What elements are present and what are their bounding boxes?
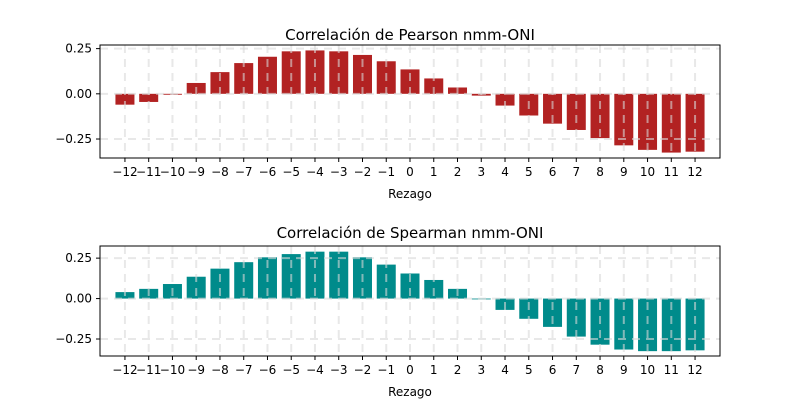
x-tick-label: 5 <box>525 165 533 179</box>
x-tick-label: 12 <box>687 363 702 377</box>
x-tick-label: 2 <box>454 363 462 377</box>
chart-title: Correlación de Spearman nmm-ONI <box>277 224 544 242</box>
x-axis-label: Rezago <box>388 385 432 399</box>
x-tick-label: −8 <box>211 165 229 179</box>
bar <box>329 51 349 94</box>
bar <box>186 276 206 299</box>
bar-series <box>115 50 705 153</box>
bar <box>566 93 586 130</box>
x-tick-label: 6 <box>549 363 557 377</box>
grid <box>100 45 720 158</box>
x-tick-label: −12 <box>112 165 137 179</box>
x-tick-label: −10 <box>160 165 185 179</box>
bar <box>281 51 301 94</box>
x-tick-label: −2 <box>354 165 372 179</box>
x-tick-label: 11 <box>664 363 679 377</box>
x-tick-label: 11 <box>664 165 679 179</box>
x-tick-label: −2 <box>354 363 372 377</box>
bar <box>400 69 420 94</box>
x-tick-label: 0 <box>406 165 414 179</box>
x-tick-label: 4 <box>501 165 509 179</box>
spearman-chart: Correlación de Spearman nmm-ONI Rezago −… <box>55 224 721 399</box>
x-tick-label: 7 <box>572 363 580 377</box>
x-tick-label: 10 <box>640 165 655 179</box>
x-tick-label: −8 <box>211 363 229 377</box>
x-tick-label: −6 <box>259 165 277 179</box>
bar-series <box>115 251 705 352</box>
grid <box>100 246 720 356</box>
x-tick-label: −4 <box>306 363 324 377</box>
y-tick-label: 0.00 <box>65 292 92 306</box>
x-tick-label: 9 <box>620 165 628 179</box>
x-tick-label: 7 <box>572 165 580 179</box>
x-tick-label: 8 <box>596 363 604 377</box>
x-tick-label: 1 <box>430 363 438 377</box>
x-tick-label: 1 <box>430 165 438 179</box>
bar <box>424 78 444 94</box>
bar <box>661 298 681 352</box>
x-tick-label: 9 <box>620 363 628 377</box>
x-tick-label: −11 <box>136 363 161 377</box>
x-tick-label: −3 <box>330 165 348 179</box>
y-tick-label: 0.00 <box>65 87 92 101</box>
x-tick-label: 10 <box>640 363 655 377</box>
bar <box>638 298 658 352</box>
x-tick-label: −12 <box>112 363 137 377</box>
bar <box>305 50 325 94</box>
bar <box>543 298 563 327</box>
x-tick-label: 6 <box>549 165 557 179</box>
bar <box>495 93 515 106</box>
x-tick-label: −7 <box>235 363 253 377</box>
x-tick-label: −4 <box>306 165 324 179</box>
x-axis-label: Rezago <box>388 187 432 201</box>
y-tick-label: −0.25 <box>55 332 92 346</box>
y-tick-label: 0.25 <box>65 251 92 265</box>
x-tick-label: 8 <box>596 165 604 179</box>
x-tick-label: −9 <box>187 165 205 179</box>
bar <box>661 93 681 153</box>
bar <box>210 72 230 94</box>
x-tick-label: 3 <box>477 363 485 377</box>
bar <box>400 273 420 299</box>
bar <box>115 93 135 105</box>
x-tick-label: −1 <box>377 363 395 377</box>
bar <box>210 268 230 299</box>
bar <box>614 298 634 350</box>
chart-title: Correlación de Pearson nmm-ONI <box>285 26 535 44</box>
x-tick-label: −5 <box>282 165 300 179</box>
x-tick-label: −10 <box>160 363 185 377</box>
x-tick-label: 12 <box>687 165 702 179</box>
x-tick-label: 3 <box>477 165 485 179</box>
y-tick-label: −0.25 <box>55 132 92 146</box>
bar <box>139 93 159 102</box>
x-tick-label: 2 <box>454 165 462 179</box>
x-tick-label: 5 <box>525 363 533 377</box>
bar <box>685 298 705 351</box>
x-tick-label: −1 <box>377 165 395 179</box>
x-tick-label: −11 <box>136 165 161 179</box>
y-tick-label: 0.25 <box>65 42 92 56</box>
x-tick-label: 0 <box>406 363 414 377</box>
x-tick-label: −6 <box>259 363 277 377</box>
x-tick-label: −5 <box>282 363 300 377</box>
x-tick-label: −7 <box>235 165 253 179</box>
x-tick-label: −3 <box>330 363 348 377</box>
pearson-chart: Correlación de Pearson nmm-ONI Rezago −1… <box>55 26 721 201</box>
x-tick-label: −9 <box>187 363 205 377</box>
x-tick-label: 4 <box>501 363 509 377</box>
